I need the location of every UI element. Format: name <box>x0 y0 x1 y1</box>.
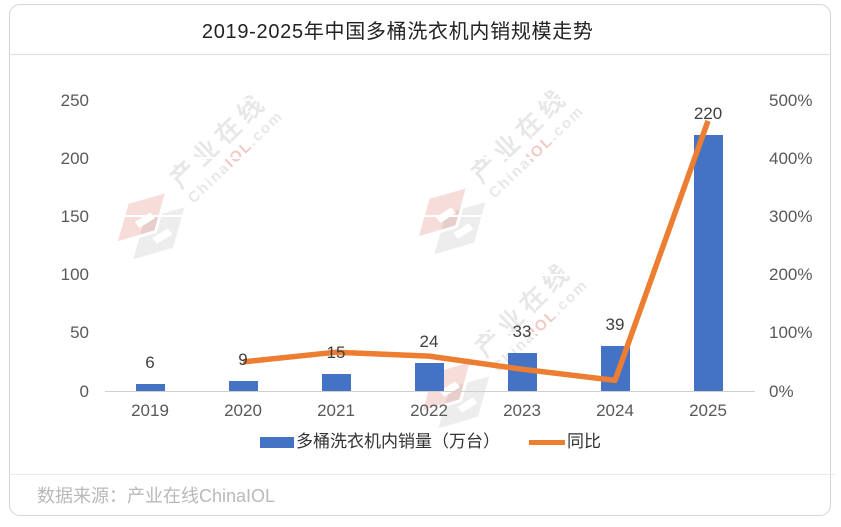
chart-title: 2019-2025年中国多桶洗衣机内销规模走势 <box>201 20 594 43</box>
title-strip: 2019-2025年中国多桶洗衣机内销规模走势 <box>8 4 831 55</box>
chart-card <box>8 4 831 516</box>
